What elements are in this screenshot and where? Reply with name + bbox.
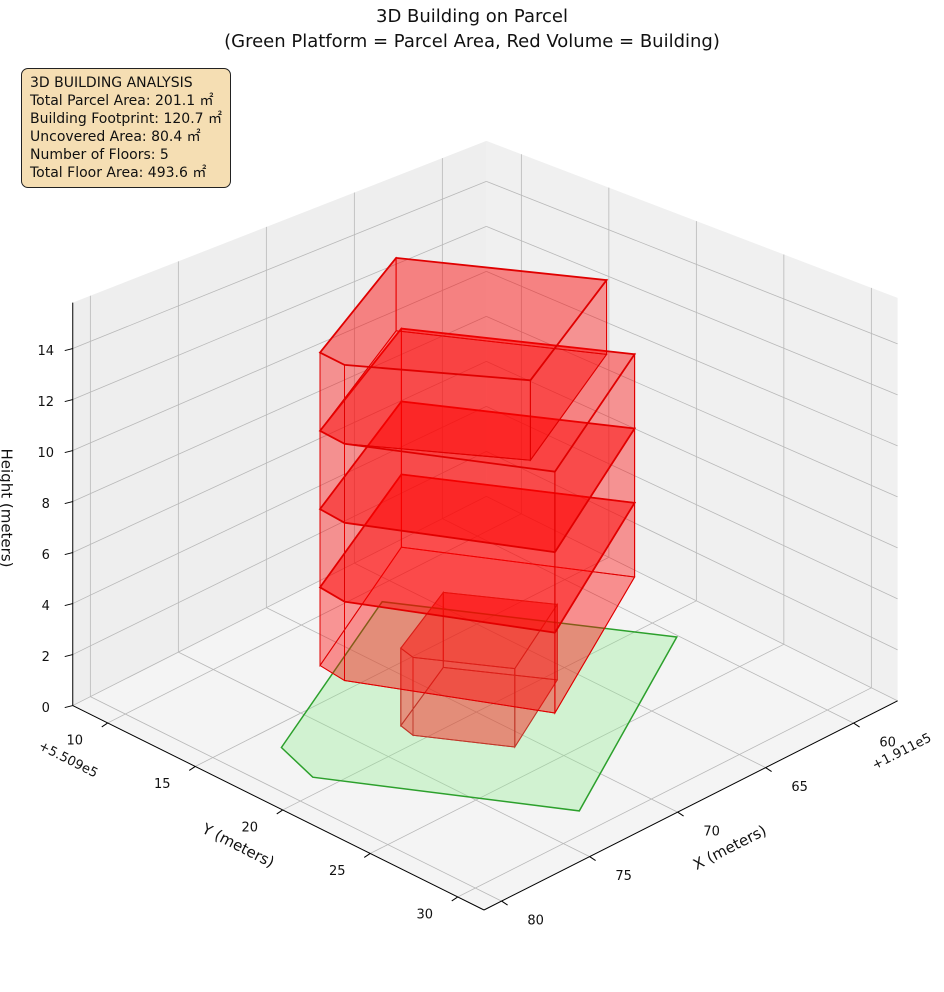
wall-gridline-z xyxy=(72,181,487,349)
chart-subtitle: (Green Platform = Parcel Area, Red Volum… xyxy=(224,31,720,52)
x-tick-label: 75 xyxy=(615,869,632,884)
z-axis-label: Height (meters) xyxy=(0,449,16,568)
building-floor-3 xyxy=(318,400,637,635)
x-tick xyxy=(765,767,772,773)
floor-gridline-x xyxy=(90,696,502,902)
chart-title: 3D Building on Parcel xyxy=(376,6,568,27)
floor-gridline-x xyxy=(354,562,766,768)
floor-gridline-y xyxy=(370,643,785,854)
floor-gridline-x xyxy=(266,607,678,813)
z-tick xyxy=(64,705,73,709)
x-axis-label: X (meters) xyxy=(690,821,769,873)
floor-pane xyxy=(72,496,898,910)
floor-gridline-x xyxy=(178,651,590,857)
z-tick-label: 14 xyxy=(37,344,54,359)
wall-gridline-z xyxy=(486,271,898,447)
info-heading: 3D BUILDING ANALYSIS xyxy=(30,75,193,91)
x-axis-line xyxy=(483,700,898,911)
y-tick xyxy=(101,722,109,728)
floor-top-face xyxy=(400,591,559,670)
info-total-floor-area: Total Floor Area: 493.6 ㎡ xyxy=(30,165,207,181)
floor-gridline-x xyxy=(442,518,854,724)
floor-side-face xyxy=(344,364,531,461)
z-tick-label: 8 xyxy=(42,497,50,512)
wall-gridline-z xyxy=(486,181,898,345)
x-tick xyxy=(589,856,596,862)
wall-gridline-z xyxy=(486,226,898,396)
wall-gridline-z xyxy=(486,361,898,549)
building-floor-5 xyxy=(318,256,609,462)
y-tick-label: 25 xyxy=(329,864,346,879)
z-tick xyxy=(64,552,73,556)
floor-gridline-y xyxy=(282,600,697,811)
floor-gridline-y xyxy=(457,687,872,898)
z-tick-label: 2 xyxy=(42,650,50,665)
info-floor-count: Number of Floors: 5 xyxy=(30,147,169,163)
floor-top-face xyxy=(318,256,609,382)
wall-gridline-z xyxy=(72,271,487,451)
x-tick xyxy=(501,900,508,906)
x-tick-label: 70 xyxy=(703,825,720,840)
z-tick xyxy=(64,654,73,658)
building-floor-1 xyxy=(400,590,559,749)
wall-gridline-z xyxy=(72,451,487,655)
floor-gridline-y xyxy=(107,513,522,724)
y-tick xyxy=(363,853,371,858)
z-tick xyxy=(64,348,73,352)
wall-gridline-z xyxy=(72,406,487,604)
y-tick xyxy=(451,896,459,902)
x-tick-label: 60 xyxy=(879,736,896,751)
building-floor-2 xyxy=(318,472,637,715)
z-tick xyxy=(64,399,73,403)
y-tick-label: 15 xyxy=(154,777,171,792)
z-tick-label: 6 xyxy=(42,548,50,563)
x-tick xyxy=(853,722,860,728)
y-tick xyxy=(188,766,196,771)
z-tick xyxy=(64,501,73,505)
z-tick-label: 0 xyxy=(42,701,50,716)
wall-gridline-z xyxy=(72,496,487,706)
z-tick xyxy=(64,603,73,607)
y-tick xyxy=(276,809,284,815)
x-tick xyxy=(677,811,684,817)
y-tick-label: 20 xyxy=(241,820,258,835)
y-axis-label: Y (meters) xyxy=(198,819,277,871)
wall-gridline-z xyxy=(72,226,487,400)
parcel-platform xyxy=(280,600,679,812)
analysis-info-box: 3D BUILDING ANALYSIS Total Parcel Area: … xyxy=(21,68,231,188)
info-uncovered-area: Uncovered Area: 80.4 ㎡ xyxy=(30,129,201,145)
z-tick xyxy=(64,450,73,454)
x-tick-label: 65 xyxy=(791,780,808,795)
left-wall-pane xyxy=(72,140,487,706)
info-footprint: Building Footprint: 120.7 ㎡ xyxy=(30,111,223,127)
right-wall-pane xyxy=(486,140,898,701)
wall-gridline-z xyxy=(486,406,898,600)
y-tick-label: 10 xyxy=(66,733,83,748)
y-tick-label: 30 xyxy=(416,907,433,922)
z-tick-label: 10 xyxy=(37,446,54,461)
z-tick-label: 4 xyxy=(42,599,50,614)
floor-gridline-y xyxy=(195,556,610,767)
info-parcel-area: Total Parcel Area: 201.1 ㎡ xyxy=(30,93,214,109)
wall-gridline-z xyxy=(72,316,487,502)
wall-gridline-z xyxy=(72,361,487,553)
y-axis-line xyxy=(72,705,485,911)
x-tick-label: 80 xyxy=(527,914,544,929)
wall-gridline-z xyxy=(486,316,898,498)
z-tick-label: 12 xyxy=(37,395,54,410)
